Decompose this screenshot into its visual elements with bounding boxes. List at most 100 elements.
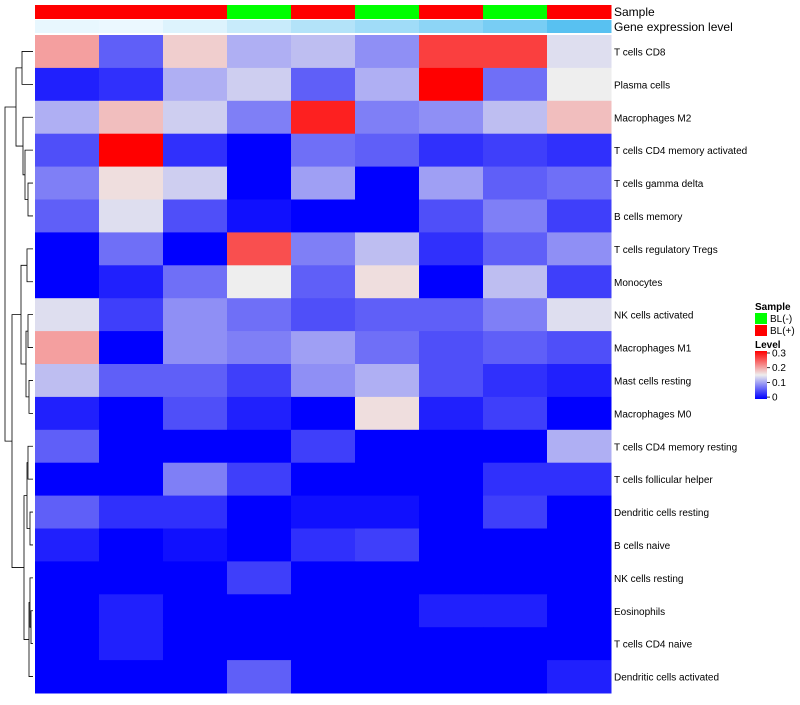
heatmap-cell <box>227 364 292 398</box>
legend-tick-label: 0.3 <box>772 349 786 360</box>
dendrogram-branch <box>4 106 16 442</box>
sample-annotation-bar <box>35 5 612 19</box>
heatmap-cell <box>483 462 548 497</box>
heatmap-cell <box>291 166 356 200</box>
annotation-label-gene-expression: Gene expression level <box>614 20 733 34</box>
expression-annotation-cell <box>35 20 100 33</box>
heatmap-cell <box>35 396 100 431</box>
heatmap-cell <box>355 265 420 299</box>
heatmap-cell <box>355 627 420 661</box>
heatmap-cell <box>419 232 484 266</box>
heatmap-cell <box>99 265 164 299</box>
dendrogram-branch <box>26 248 33 283</box>
row-label: NK cells resting <box>614 574 683 585</box>
heatmap-cell <box>419 462 484 497</box>
heatmap-cell <box>419 298 484 332</box>
heatmap-cell <box>227 35 292 69</box>
dendrogram-branch <box>27 182 33 217</box>
heatmap-cell <box>355 100 420 135</box>
heatmap-cell <box>291 298 356 332</box>
heatmap-cell <box>547 429 612 464</box>
dendrogram-branch <box>26 462 30 529</box>
row-labels: T cells CD8 Plasma cells Macrophages M2 T c… <box>614 47 747 683</box>
heatmap-cell <box>355 232 420 266</box>
heatmap-cell <box>483 133 548 168</box>
dendrogram-branch <box>29 511 33 546</box>
heatmap-cell <box>163 627 228 661</box>
row-label: T cells CD4 memory resting <box>614 442 737 453</box>
heatmap-cell <box>355 495 420 529</box>
row-label: T cells CD8 <box>614 47 666 58</box>
expression-annotation-cell <box>99 20 164 33</box>
heatmap-cell <box>483 298 548 332</box>
heatmap-cell <box>547 528 612 562</box>
sample-annotation-cell <box>99 5 164 19</box>
sample-annotation-cell <box>547 5 612 19</box>
heatmap-cell <box>355 396 420 431</box>
heatmap-cell <box>355 561 420 595</box>
heatmap-cell <box>227 627 292 661</box>
heatmap-cell <box>483 67 548 102</box>
heatmap-cell <box>483 364 548 398</box>
heatmap-cell <box>35 594 100 628</box>
heatmap-cell <box>419 199 484 233</box>
dendrogram-branch <box>11 314 24 568</box>
heatmap-cell <box>99 594 164 628</box>
heatmap-cell <box>99 660 164 694</box>
heatmap-cell <box>547 199 612 233</box>
heatmap-cell <box>419 429 484 464</box>
legend-level-title: Level <box>755 340 781 351</box>
dendrogram-branch <box>24 149 33 200</box>
row-label: Macrophages M0 <box>614 409 692 420</box>
heatmap-cell <box>35 199 100 233</box>
heatmap-cell <box>355 199 420 233</box>
heatmap-cell <box>355 528 420 562</box>
heatmap-cell <box>291 594 356 628</box>
heatmap-cell <box>483 396 548 431</box>
heatmap-cell <box>35 528 100 562</box>
heatmap-cell <box>163 495 228 529</box>
heatmap-cell <box>483 528 548 562</box>
legend-color-scale <box>755 351 767 399</box>
expression-annotation-cell <box>355 20 420 33</box>
heatmap-cell <box>163 265 228 299</box>
dendrogram-branch <box>21 51 33 85</box>
expression-annotation-cell <box>291 20 356 33</box>
heatmap-cell <box>483 35 548 69</box>
heatmap-cell <box>291 133 356 168</box>
heatmap-cell <box>547 627 612 661</box>
heatmap-cell <box>547 462 612 497</box>
heatmap-cell <box>227 265 292 299</box>
heatmap-cell <box>291 462 356 497</box>
heatmap-cell <box>419 331 484 365</box>
heatmap-cell <box>291 627 356 661</box>
heatmap-cell <box>35 100 100 135</box>
dendrogram-branch <box>27 314 33 348</box>
heatmap-cell <box>483 495 548 529</box>
row-label: Dendritic cells resting <box>614 508 709 519</box>
heatmap-cell <box>35 364 100 398</box>
expression-annotation-cell <box>483 20 548 33</box>
heatmap-cell <box>163 364 228 398</box>
heatmap-cell <box>163 429 228 464</box>
heatmap-cell <box>99 561 164 595</box>
heatmap-cell <box>163 561 228 595</box>
expression-annotation-cell <box>163 20 228 33</box>
heatmap-cell <box>291 35 356 69</box>
heatmap-cell <box>483 429 548 464</box>
heatmap-cell <box>163 100 228 135</box>
heatmap-cell <box>291 660 356 694</box>
heatmap-cell <box>547 561 612 595</box>
heatmap-cell <box>547 495 612 529</box>
heatmap-cell <box>483 594 548 628</box>
legend-entry-label: BL(+) <box>770 326 795 337</box>
heatmap-cell <box>291 331 356 365</box>
heatmap-cell <box>547 133 612 168</box>
heatmap-cell <box>547 67 612 102</box>
heatmap-cell <box>227 660 292 694</box>
heatmap-cell <box>163 199 228 233</box>
sample-annotation-cell <box>483 5 548 19</box>
heatmap-cell <box>99 627 164 661</box>
heatmap-cell <box>419 100 484 135</box>
heatmap-cell <box>163 396 228 431</box>
